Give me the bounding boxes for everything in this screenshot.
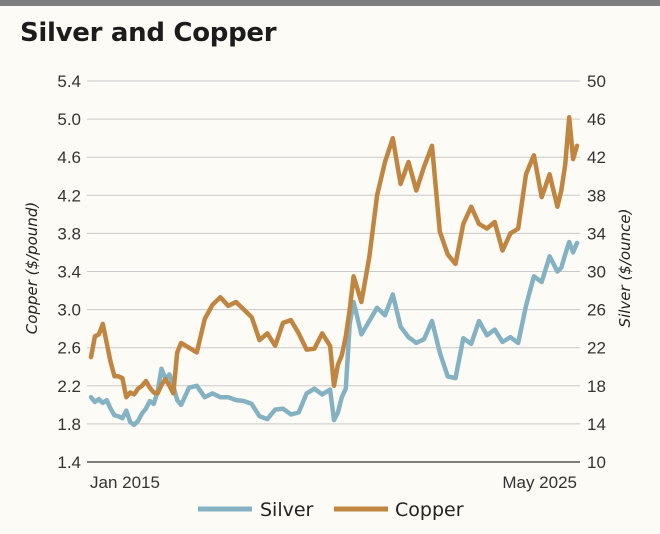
series-line-silver	[88, 239, 580, 428]
legend: Silver Copper	[198, 499, 464, 521]
y-right-tick-label: 14	[587, 415, 606, 434]
y-left-tick-label: 5.0	[57, 110, 81, 129]
y-left-tick-label: 3.0	[57, 301, 81, 320]
y-left-axis-title: Copper ($/pound)	[23, 202, 41, 334]
y-left-tick-label: 5.4	[57, 72, 81, 91]
top-rule	[0, 0, 660, 6]
y-right-tick-label: 18	[587, 377, 606, 396]
y-left-tick-label: 2.6	[57, 339, 81, 358]
y-right-tick-label: 34	[587, 224, 606, 243]
series-layer	[88, 114, 580, 428]
y-right-tick-label: 42	[587, 148, 606, 167]
chart-title: Silver and Copper	[20, 18, 277, 48]
y-right-tick-label: 22	[587, 339, 606, 358]
right-axis-ticks: 10 14 18 22 26 30 34 38 42 46 50	[587, 72, 606, 472]
y-right-tick-label: 50	[587, 72, 606, 91]
y-left-tick-label: 2.2	[57, 377, 81, 396]
y-left-tick-label: 1.4	[57, 453, 81, 472]
y-right-tick-label: 10	[587, 453, 606, 472]
y-right-tick-label: 30	[587, 263, 606, 282]
y-left-tick-label: 1.8	[57, 415, 81, 434]
legend-label-copper: Copper	[395, 499, 464, 521]
left-axis-ticks: 1.4 1.8 2.2 2.6 3.0 3.4 3.8 4.2 4.6 5.0 5.4	[57, 72, 81, 472]
x-end-label: May 2025	[502, 473, 577, 492]
x-start-label: Jan 2015	[90, 473, 160, 492]
y-right-tick-label: 38	[587, 186, 606, 205]
y-right-tick-label: 46	[587, 110, 606, 129]
legend-label-silver: Silver	[260, 499, 314, 521]
series-line-copper	[88, 114, 580, 400]
y-right-tick-label: 26	[587, 301, 606, 320]
y-left-tick-label: 4.2	[57, 186, 81, 205]
y-left-tick-label: 3.8	[57, 224, 81, 243]
y-left-tick-label: 4.6	[57, 148, 81, 167]
y-left-tick-label: 3.4	[57, 263, 81, 282]
y-right-axis-title: Silver ($/ounce)	[616, 209, 634, 328]
